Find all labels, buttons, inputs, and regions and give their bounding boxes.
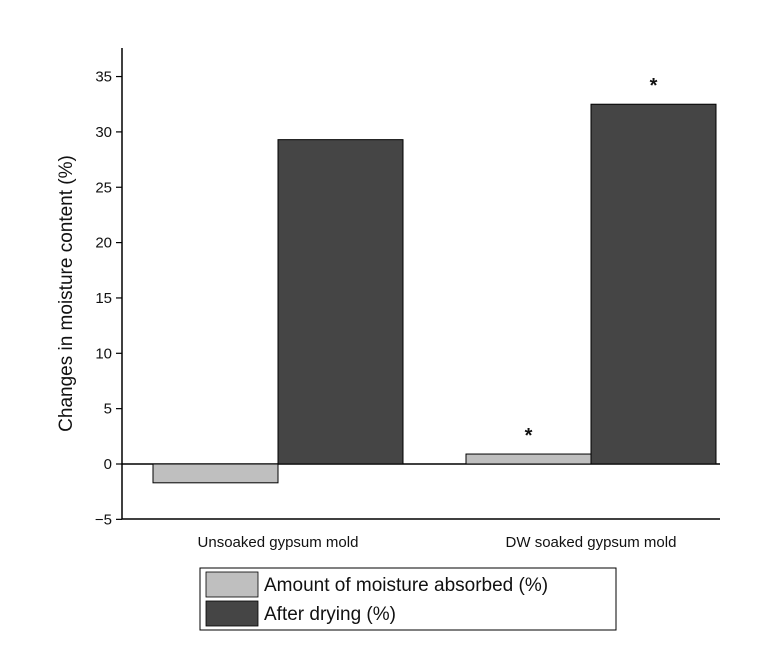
bar-after-drying-1 [590,103,717,465]
y-tick-label: 5 [104,401,112,418]
category-labels: Unsoaked gypsum mold DW soaked gypsum mol… [198,534,677,551]
legend: Amount of moisture absorbed (%) After dry… [199,567,617,631]
category-label: Unsoaked gypsum mold [198,534,359,551]
bars [152,103,717,484]
y-tick-label: 30 [95,124,112,141]
y-tick-label: 25 [95,179,112,196]
y-tick-label: −5 [95,511,112,528]
legend-swatch [205,600,259,627]
y-tick-label: 15 [95,290,112,307]
bar-after-drying-0 [277,139,404,465]
y-axis-title: Changes in moisture content (%) [56,155,77,432]
bar-moisture-absorbed-1 [465,453,592,465]
legend-box [199,567,617,631]
significance-marker: * [525,425,533,447]
y-tick-label: 35 [95,69,112,86]
annotations: ** [525,75,658,447]
y-tick-label: 10 [95,345,112,362]
category-label: DW soaked gypsum mold [506,534,677,551]
y-axis-ticks: −5 0 5 10 15 20 25 30 35 [95,69,122,528]
legend-label: After drying (%) [264,604,396,625]
significance-marker: * [650,75,658,97]
y-tick-label: 20 [95,235,112,252]
bar-moisture-absorbed-0 [152,463,279,484]
y-tick-label: 0 [104,456,112,473]
legend-label: Amount of moisture absorbed (%) [264,575,548,596]
legend-swatch [205,571,259,598]
